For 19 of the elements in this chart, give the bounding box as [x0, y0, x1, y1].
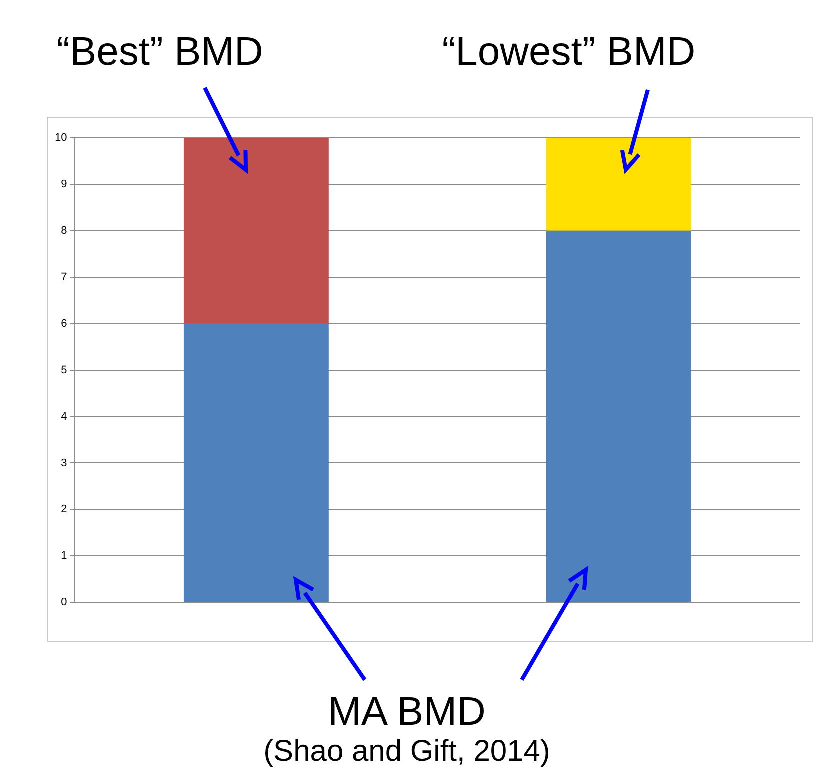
y-tick-label: 1 [61, 550, 68, 562]
bar [546, 138, 692, 231]
y-tick-label: 9 [61, 178, 68, 190]
bar [546, 230, 692, 602]
text: MA BMD [328, 690, 486, 735]
y-tick-label: 0 [61, 596, 68, 609]
text: “Best” BMD [56, 30, 264, 75]
y-tick-label: 2 [61, 504, 68, 516]
y-tick-label: 4 [61, 410, 68, 423]
y-tick-label: 3 [61, 457, 68, 470]
bar [184, 138, 329, 324]
text: (Shao and Gift, 2014) [264, 735, 550, 769]
bar [184, 324, 329, 602]
y-tick-label: 6 [61, 318, 68, 330]
text: “Lowest” BMD [442, 30, 696, 75]
y-tick-label: 5 [61, 364, 68, 376]
y-tick-label: 10 [54, 132, 68, 144]
y-tick-label: 7 [61, 271, 68, 284]
y-tick-label: 8 [61, 224, 68, 237]
